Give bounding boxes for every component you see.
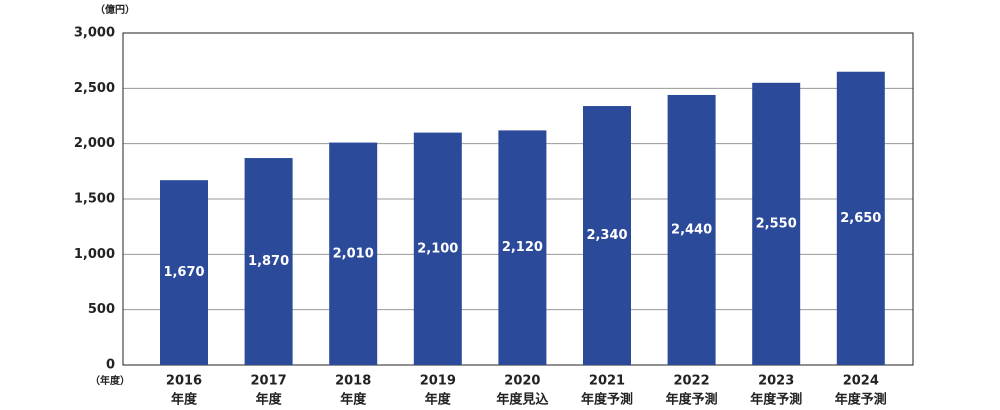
x-tick-label: 2022 xyxy=(674,374,710,389)
y-tick-label: 1,000 xyxy=(74,247,115,262)
data-label: 2,550 xyxy=(756,216,797,231)
data-label: 2,010 xyxy=(333,246,374,261)
data-label: 1,670 xyxy=(163,265,204,280)
bar xyxy=(413,132,462,365)
x-tick-label: 2021 xyxy=(589,374,625,389)
y-unit: （億円） xyxy=(95,3,135,16)
x-tick-label: 年度見込 xyxy=(496,392,549,408)
data-label: 2,120 xyxy=(502,240,543,255)
data-label: 2,100 xyxy=(417,241,458,256)
x-unit: （年度） xyxy=(90,374,130,387)
x-tick-label: 年度 xyxy=(171,392,198,408)
data-label: 1,870 xyxy=(248,254,289,269)
x-tick-label: 2018 xyxy=(335,374,371,389)
y-tick-label: 2,000 xyxy=(74,136,115,151)
x-tick-label: 2023 xyxy=(758,374,794,389)
x-tick-label: 2016 xyxy=(166,374,202,389)
x-tick-label: 年度 xyxy=(256,392,283,408)
bar xyxy=(498,130,547,365)
data-label: 2,650 xyxy=(840,211,881,226)
bar xyxy=(160,180,208,365)
x-tick-label: 年度 xyxy=(340,392,367,408)
bar xyxy=(244,158,293,365)
x-tick-label: 2017 xyxy=(251,374,287,389)
x-tick-label: 年度予測 xyxy=(666,392,718,408)
x-tick-label: 年度 xyxy=(425,392,452,408)
data-label: 2,340 xyxy=(586,228,627,243)
y-tick-label: 3,000 xyxy=(74,26,115,41)
y-tick-label: 0 xyxy=(106,358,115,373)
data-label: 2,440 xyxy=(671,222,712,237)
x-tick-label: 年度予測 xyxy=(750,392,802,408)
y-tick-label: 1,500 xyxy=(74,192,115,207)
bar xyxy=(752,82,801,366)
y-tick-label: 2,500 xyxy=(74,81,115,96)
x-tick-label: 2019 xyxy=(420,374,456,389)
x-tick-label: 2020 xyxy=(504,374,540,389)
bar xyxy=(667,94,716,366)
x-tick-label: 年度予測 xyxy=(835,392,887,408)
bar xyxy=(583,106,631,365)
bar xyxy=(836,71,885,365)
y-tick-label: 500 xyxy=(88,302,115,317)
x-tick-label: 年度予測 xyxy=(581,392,633,408)
x-tick-label: 2024 xyxy=(843,374,879,389)
bar xyxy=(329,142,378,365)
